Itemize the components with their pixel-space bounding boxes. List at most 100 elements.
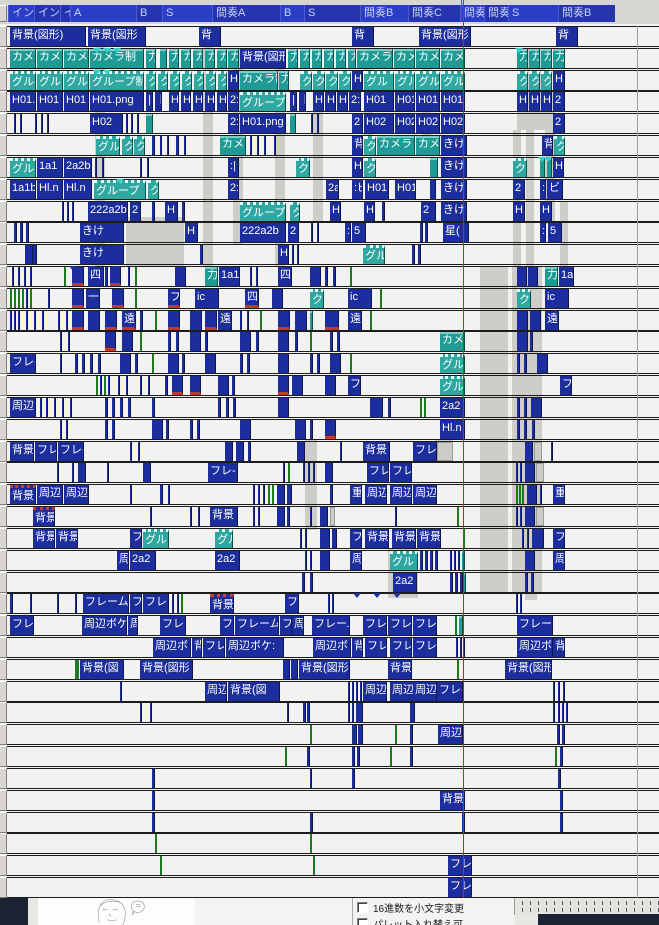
timeline-clip[interactable]: グル-: [64, 71, 89, 90]
timeline-clip[interactable]: グル: [440, 354, 465, 373]
timeline-clip[interactable]: [240, 420, 251, 439]
layer-edge[interactable]: [0, 5, 7, 22]
timeline-clip[interactable]: [418, 245, 421, 264]
layer-edge[interactable]: [0, 48, 7, 69]
timeline-clip[interactable]: [310, 332, 312, 351]
timeline-clip[interactable]: H01.png: [240, 114, 286, 133]
timeline-clip[interactable]: :: [540, 180, 546, 199]
timeline-clip[interactable]: 2: [352, 114, 363, 133]
timeline-clip[interactable]: フ: [553, 529, 565, 548]
timeline-clip[interactable]: [130, 442, 132, 461]
timeline-clip[interactable]: 四: [88, 267, 104, 286]
timeline-clip[interactable]: [40, 398, 42, 417]
timeline-clip[interactable]: [295, 311, 307, 330]
timeline-clip[interactable]: [317, 223, 319, 242]
timeline-clip[interactable]: [128, 398, 131, 417]
timeline-clip[interactable]: [82, 354, 85, 373]
timeline-clip[interactable]: グル: [96, 136, 120, 155]
timeline-clip[interactable]: 2: [513, 180, 525, 199]
timeline-clip[interactable]: 遠: [348, 311, 362, 330]
timeline-clip[interactable]: H: [337, 92, 348, 111]
timeline-clip[interactable]: 背: [352, 27, 374, 46]
timeline-clip[interactable]: 背: [542, 136, 553, 155]
timeline-clip[interactable]: ク: [300, 71, 312, 90]
timeline-clip[interactable]: カ: [300, 49, 310, 68]
timeline-clip[interactable]: 背: [352, 638, 363, 657]
timeline-clip[interactable]: [531, 573, 534, 592]
timeline-clip[interactable]: [152, 354, 154, 373]
timeline-clip[interactable]: [118, 376, 120, 395]
timeline-clip[interactable]: H: [553, 158, 564, 177]
timeline-clip[interactable]: [150, 703, 152, 722]
timeline-clip[interactable]: [562, 703, 564, 722]
timeline-clip[interactable]: :: [345, 223, 351, 242]
timeline-clip[interactable]: [555, 747, 557, 766]
layer-edge[interactable]: [0, 310, 7, 331]
timeline-clip[interactable]: ク: [122, 136, 133, 155]
timeline-clip[interactable]: 背景: [392, 529, 416, 548]
timeline-clip[interactable]: 背景(図形: [140, 660, 193, 679]
timeline-clip[interactable]: [72, 267, 84, 286]
layer-edge[interactable]: [0, 877, 7, 898]
timeline-clip[interactable]: Hl.n: [64, 180, 92, 199]
timeline-clip[interactable]: [184, 136, 186, 155]
timeline-clip[interactable]: [320, 529, 330, 548]
timeline-clip[interactable]: [140, 376, 142, 395]
timeline-clip[interactable]: :ビ: [352, 180, 363, 199]
section-marker[interactable]: 間奏: [460, 5, 484, 22]
timeline-clip[interactable]: [248, 442, 251, 461]
timeline-clip[interactable]: カメ: [394, 49, 415, 68]
timeline-clip[interactable]: 力: [279, 71, 289, 90]
layer-edge[interactable]: [0, 113, 7, 134]
timeline-clip[interactable]: [18, 267, 20, 286]
timeline-clip[interactable]: [253, 507, 255, 526]
timeline-clip[interactable]: [264, 136, 266, 155]
timeline-clip[interactable]: 背景(図形): [10, 27, 86, 46]
timeline-clip[interactable]: [177, 594, 179, 613]
timeline-clip[interactable]: [75, 660, 79, 679]
timeline-clip[interactable]: [352, 747, 355, 766]
timeline-clip[interactable]: [522, 485, 524, 504]
timeline-clip[interactable]: [458, 551, 460, 570]
timeline-clip[interactable]: [547, 158, 552, 177]
timeline-clip[interactable]: [155, 834, 157, 853]
timeline-clip[interactable]: [563, 682, 565, 701]
timeline-clip[interactable]: カ: [181, 49, 191, 68]
timeline-clip[interactable]: [530, 332, 533, 351]
timeline-clip[interactable]: 2: [130, 202, 141, 221]
timeline-clip[interactable]: [525, 573, 528, 592]
timeline-clip[interactable]: グル: [364, 71, 394, 90]
timeline-clip[interactable]: カ: [348, 49, 356, 68]
timeline-clip[interactable]: 遠: [218, 311, 232, 330]
timeline-clip[interactable]: [152, 420, 163, 439]
timeline-clip[interactable]: グル: [363, 245, 385, 264]
timeline-clip[interactable]: カ: [529, 49, 540, 68]
timeline-clip[interactable]: H01: [365, 180, 389, 199]
timeline-clip[interactable]: H02: [441, 114, 465, 133]
timeline-clip[interactable]: 一: [86, 289, 100, 308]
timeline-clip[interactable]: [70, 398, 72, 417]
timeline-clip[interactable]: [54, 398, 56, 417]
timeline-clip[interactable]: 背: [556, 27, 578, 46]
timeline-clip[interactable]: きけ: [80, 245, 124, 264]
timeline-clip[interactable]: 2a2: [440, 398, 465, 417]
layer-edge[interactable]: [0, 812, 7, 833]
timeline-clip[interactable]: グル: [440, 376, 465, 395]
timeline-clip[interactable]: [350, 267, 352, 286]
timeline-clip[interactable]: Hl.n: [440, 420, 465, 439]
layer-edge[interactable]: [0, 91, 7, 112]
timeline-clip[interactable]: [352, 682, 354, 701]
timeline-clip[interactable]: H01: [64, 92, 89, 111]
timeline-clip[interactable]: ic: [348, 289, 372, 308]
timeline-clip[interactable]: [551, 442, 553, 461]
timeline-clip[interactable]: [520, 507, 522, 526]
timeline-clip[interactable]: H: [313, 92, 324, 111]
timeline-clip[interactable]: H01: [364, 92, 394, 111]
timeline-clip[interactable]: [325, 420, 336, 439]
timeline-clip[interactable]: フレ: [143, 594, 169, 613]
timeline-clip[interactable]: 5: [548, 223, 562, 242]
timeline-clip[interactable]: ク: [517, 71, 528, 90]
timeline-clip[interactable]: [520, 463, 522, 482]
timeline-clip[interactable]: [272, 485, 274, 504]
timeline-clip[interactable]: [112, 420, 115, 439]
